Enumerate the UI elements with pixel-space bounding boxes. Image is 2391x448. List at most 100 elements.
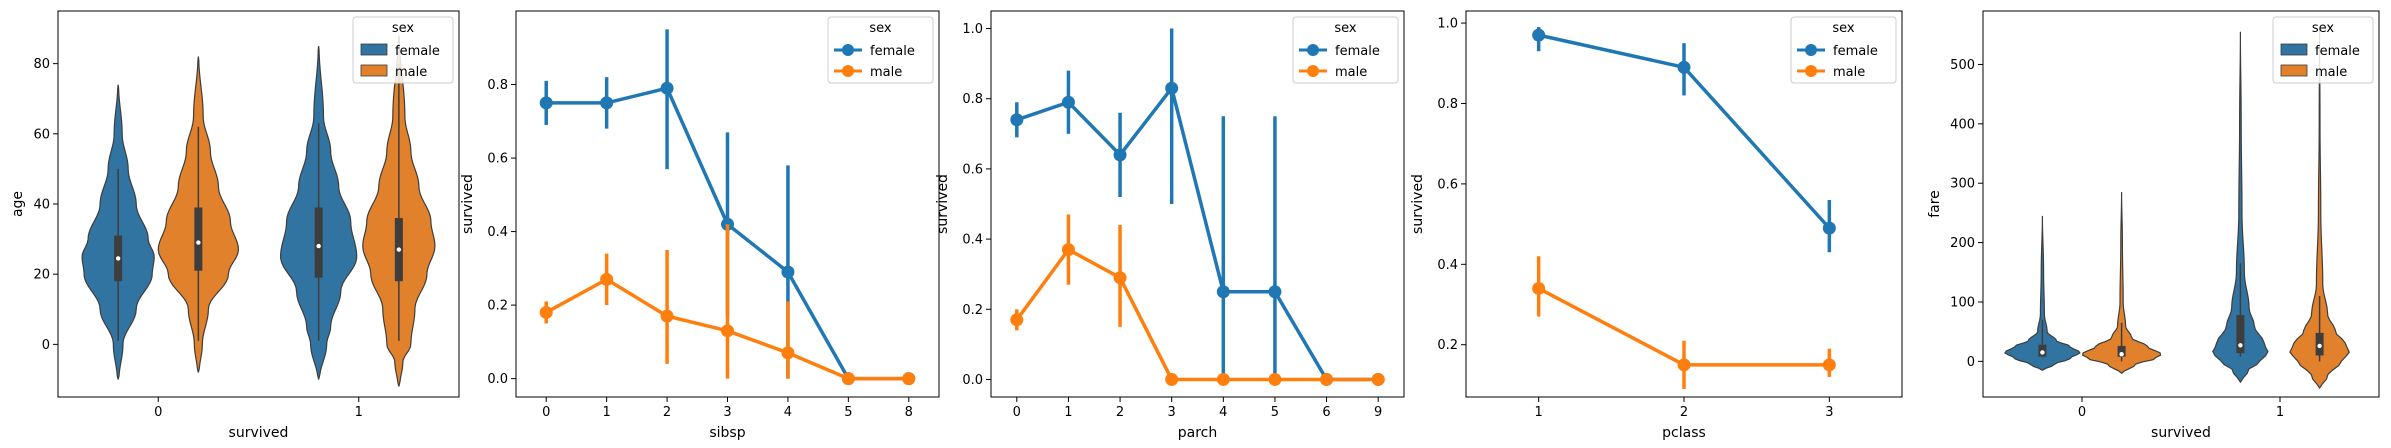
iqr-box <box>314 207 323 278</box>
x-tick-label: 9 <box>1374 405 1382 420</box>
data-point <box>1113 148 1127 162</box>
legend-title: sex <box>1832 21 1855 36</box>
violin-female <box>280 46 358 380</box>
series-line-female <box>1016 84 1379 382</box>
x-tick-label: 1 <box>2276 405 2284 420</box>
legend: sex female male <box>2272 16 2374 84</box>
x-tick-label: 0 <box>542 405 550 420</box>
y-tick-label: 0.8 <box>487 78 508 93</box>
legend-title: sex <box>2312 21 2335 36</box>
axes-frame <box>57 10 460 398</box>
y-tick-label: 40 <box>33 198 50 213</box>
legend-label-male: male <box>1335 65 1367 80</box>
violin-female <box>2004 215 2081 371</box>
y-axis-label: age <box>10 191 26 217</box>
y-tick-label: 0.2 <box>962 303 983 318</box>
median-dot <box>396 247 402 252</box>
y-tick-label: 0.4 <box>962 233 983 248</box>
series-female <box>1532 27 1836 253</box>
y-tick-label: 0 <box>1967 355 1975 370</box>
legend-marker-female <box>1307 44 1319 56</box>
axes-5: 0 100 200 300 400 500 fare survived 0 1 sex female m… <box>1927 10 2380 441</box>
legend-swatch-male <box>2280 64 2308 77</box>
violin-male <box>362 35 436 387</box>
legend: sex female male <box>1292 16 1399 84</box>
x-tick-label: 8 <box>905 405 913 420</box>
data-point <box>1113 271 1127 285</box>
y-tick-label: 500 <box>1950 58 1975 73</box>
axes-frame <box>1982 10 2380 398</box>
data-point <box>539 96 553 110</box>
data-point <box>600 96 614 110</box>
axes-1: 0 20 40 60 80 age survived 0 1 sex female male <box>10 10 460 441</box>
iqr-box <box>2117 345 2126 357</box>
legend-label-male: male <box>395 65 427 80</box>
legend: sex female male <box>1790 16 1897 84</box>
median-dot <box>2238 343 2243 348</box>
legend-label-female: female <box>395 44 440 59</box>
x-tick-label: 0 <box>2078 405 2086 420</box>
data-point <box>1216 285 1230 299</box>
x-tick-label: 4 <box>1219 405 1227 420</box>
legend-box <box>827 16 934 84</box>
y-tick-label: 60 <box>33 127 50 142</box>
data-point <box>1320 372 1334 386</box>
legend-box <box>1790 16 1897 84</box>
legend-marker-female <box>842 44 854 56</box>
x-tick-label: 1 <box>355 405 363 420</box>
data-point <box>1010 313 1024 327</box>
legend-marker-female <box>1805 44 1817 56</box>
data-point <box>1822 221 1836 235</box>
y-tick-label: 200 <box>1950 236 1975 251</box>
y-tick-label: 1.0 <box>962 22 983 37</box>
data-point <box>1268 372 1282 386</box>
legend: sex female male <box>352 16 454 84</box>
violin-body <box>2081 192 2162 375</box>
data-point <box>902 372 916 386</box>
median-dot <box>2317 343 2322 349</box>
x-tick-label: 3 <box>1825 405 1833 420</box>
data-point <box>841 372 855 386</box>
axes-frame <box>515 10 940 398</box>
legend-swatch-male <box>360 64 388 77</box>
median-dot <box>115 256 121 261</box>
y-axis-label: survived <box>935 174 951 234</box>
y-tick-label: 20 <box>33 268 50 283</box>
x-axis-label: survived <box>2151 425 2211 441</box>
data-point <box>1532 281 1546 295</box>
x-tick-label: 2 <box>663 405 671 420</box>
x-tick-label: 1 <box>1535 405 1543 420</box>
data-point <box>1268 285 1282 299</box>
x-axis-label: pclass <box>1662 425 1706 441</box>
legend-label-male: male <box>2315 65 2347 80</box>
y-tick-label: 100 <box>1950 295 1975 310</box>
x-axis-label: sibsp <box>709 425 745 441</box>
median-dot <box>196 240 201 245</box>
median-dot <box>2040 350 2045 355</box>
y-tick-label: 0.0 <box>487 372 508 387</box>
legend-label-female: female <box>1833 44 1878 59</box>
legend-label-female: female <box>2315 44 2360 59</box>
y-tick-label: 0.6 <box>1437 177 1458 192</box>
y-tick-label: 0.6 <box>487 152 508 167</box>
data-point <box>1532 28 1546 42</box>
data-point <box>781 265 795 279</box>
data-point <box>1165 81 1179 95</box>
data-point <box>781 346 795 360</box>
legend-label-female: female <box>1335 44 1380 59</box>
y-tick-label: 0.2 <box>487 299 508 314</box>
data-point <box>600 272 614 286</box>
data-point <box>1677 358 1691 372</box>
legend-title: sex <box>392 21 415 36</box>
data-point <box>539 305 553 319</box>
axes-3: 0.0 0.2 0.4 0.6 0.8 1.0 survived parch 0 1 2 3 4 5 6 9 s… <box>935 10 1405 441</box>
data-point <box>721 324 734 338</box>
axes-2: 0.0 0.2 0.4 0.6 0.8 survived sibsp 0 1 2 3 4 5 8 sex fe… <box>460 10 940 441</box>
violin-male <box>2081 192 2162 375</box>
legend-label-male: male <box>1833 65 1865 80</box>
x-tick-label: 5 <box>844 405 852 420</box>
y-tick-label: 0.4 <box>487 225 508 240</box>
x-tick-label: 2 <box>1680 405 1688 420</box>
violin-female <box>2212 31 2269 384</box>
y-axis-label: survived <box>1410 174 1426 234</box>
